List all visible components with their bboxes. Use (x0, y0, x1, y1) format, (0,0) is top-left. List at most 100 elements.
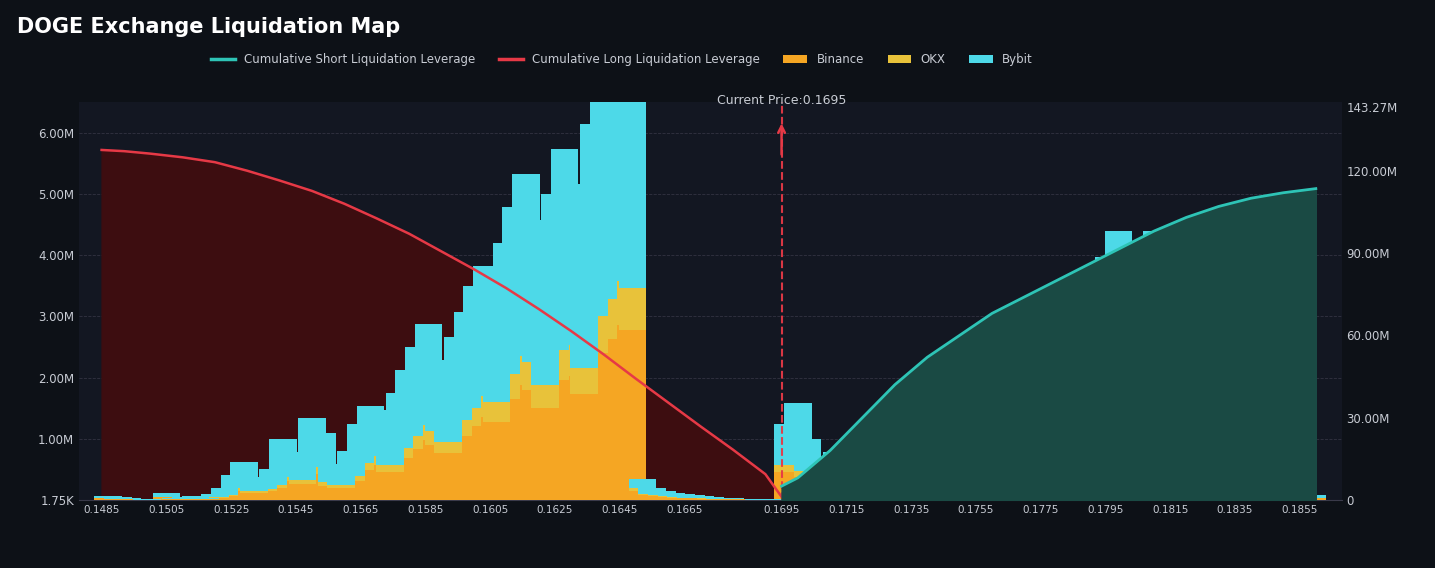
Bar (997, 493, 1025, 500)
Bar (230, 486, 258, 500)
Bar (881, 495, 908, 498)
Bar (852, 495, 880, 496)
Bar (570, 230, 598, 368)
Bar (561, 345, 588, 375)
Bar (1066, 420, 1093, 436)
Bar (910, 498, 938, 499)
Bar (910, 499, 938, 500)
Bar (435, 382, 462, 442)
Bar (211, 488, 238, 495)
Bar (1046, 378, 1073, 442)
Bar (1085, 417, 1112, 500)
Bar (464, 417, 491, 500)
Bar (1240, 488, 1269, 491)
Bar (396, 449, 423, 500)
Bar (822, 477, 851, 482)
Bar (172, 499, 199, 500)
Bar (677, 498, 705, 500)
Bar (502, 207, 530, 356)
Bar (940, 498, 967, 500)
Bar (618, 330, 646, 500)
Bar (1201, 491, 1230, 500)
Bar (842, 488, 870, 494)
Bar (657, 497, 686, 500)
Bar (1270, 490, 1297, 495)
Bar (443, 420, 472, 436)
Bar (356, 406, 385, 454)
Bar (366, 465, 393, 500)
Legend: Cumulative Short Liquidation Leverage, Cumulative Long Liquidation Leverage, Bin: Cumulative Short Liquidation Leverage, C… (207, 48, 1038, 71)
Bar (570, 394, 598, 500)
Bar (240, 493, 267, 500)
Bar (687, 499, 715, 500)
Bar (309, 433, 336, 467)
Bar (775, 473, 802, 500)
Bar (453, 408, 481, 427)
Bar (162, 498, 189, 499)
Bar (162, 499, 189, 500)
Bar (1105, 399, 1132, 500)
Bar (425, 445, 452, 500)
Bar (1240, 491, 1269, 500)
Bar (580, 124, 607, 316)
Bar (191, 498, 220, 499)
Bar (221, 475, 248, 488)
Bar (551, 149, 578, 328)
Bar (1134, 465, 1161, 473)
Bar (278, 477, 307, 482)
Bar (453, 312, 481, 408)
Bar (1027, 460, 1055, 467)
Bar (930, 488, 957, 494)
Bar (570, 368, 598, 394)
Bar (113, 499, 141, 500)
Bar (376, 428, 403, 465)
Bar (95, 496, 122, 498)
Bar (541, 350, 568, 380)
Bar (1182, 452, 1210, 477)
Bar (1056, 356, 1083, 431)
Bar (512, 174, 540, 339)
Bar (639, 488, 666, 494)
Bar (881, 498, 908, 500)
Bar (327, 488, 354, 500)
Bar (464, 286, 491, 396)
Bar (639, 495, 666, 500)
Bar (1211, 482, 1238, 491)
Bar (696, 499, 725, 500)
Bar (278, 482, 307, 500)
Bar (1192, 486, 1220, 500)
Bar (618, 287, 646, 330)
Bar (608, 31, 637, 270)
Bar (531, 266, 560, 385)
Bar (814, 475, 841, 488)
Bar (443, 436, 472, 500)
Bar (794, 439, 821, 471)
Bar (861, 497, 890, 500)
Bar (852, 491, 880, 495)
Bar (1221, 477, 1248, 500)
Bar (696, 497, 725, 499)
Bar (317, 482, 346, 486)
Bar (1162, 396, 1191, 417)
Bar (260, 485, 287, 488)
Bar (1182, 482, 1210, 500)
Bar (979, 483, 1006, 486)
Bar (1250, 482, 1277, 491)
Bar (608, 316, 637, 500)
Bar (784, 463, 812, 500)
Bar (1036, 448, 1065, 458)
Bar (667, 498, 695, 500)
Bar (474, 266, 501, 385)
Bar (492, 243, 519, 374)
Bar (969, 452, 996, 477)
Bar (453, 427, 481, 500)
Bar (1172, 465, 1200, 473)
Bar (891, 496, 918, 498)
Bar (492, 399, 519, 500)
Bar (590, 339, 617, 500)
Bar (1154, 477, 1181, 482)
Bar (1017, 454, 1045, 463)
Bar (1095, 257, 1122, 385)
Bar (997, 491, 1025, 493)
Bar (1240, 475, 1269, 488)
